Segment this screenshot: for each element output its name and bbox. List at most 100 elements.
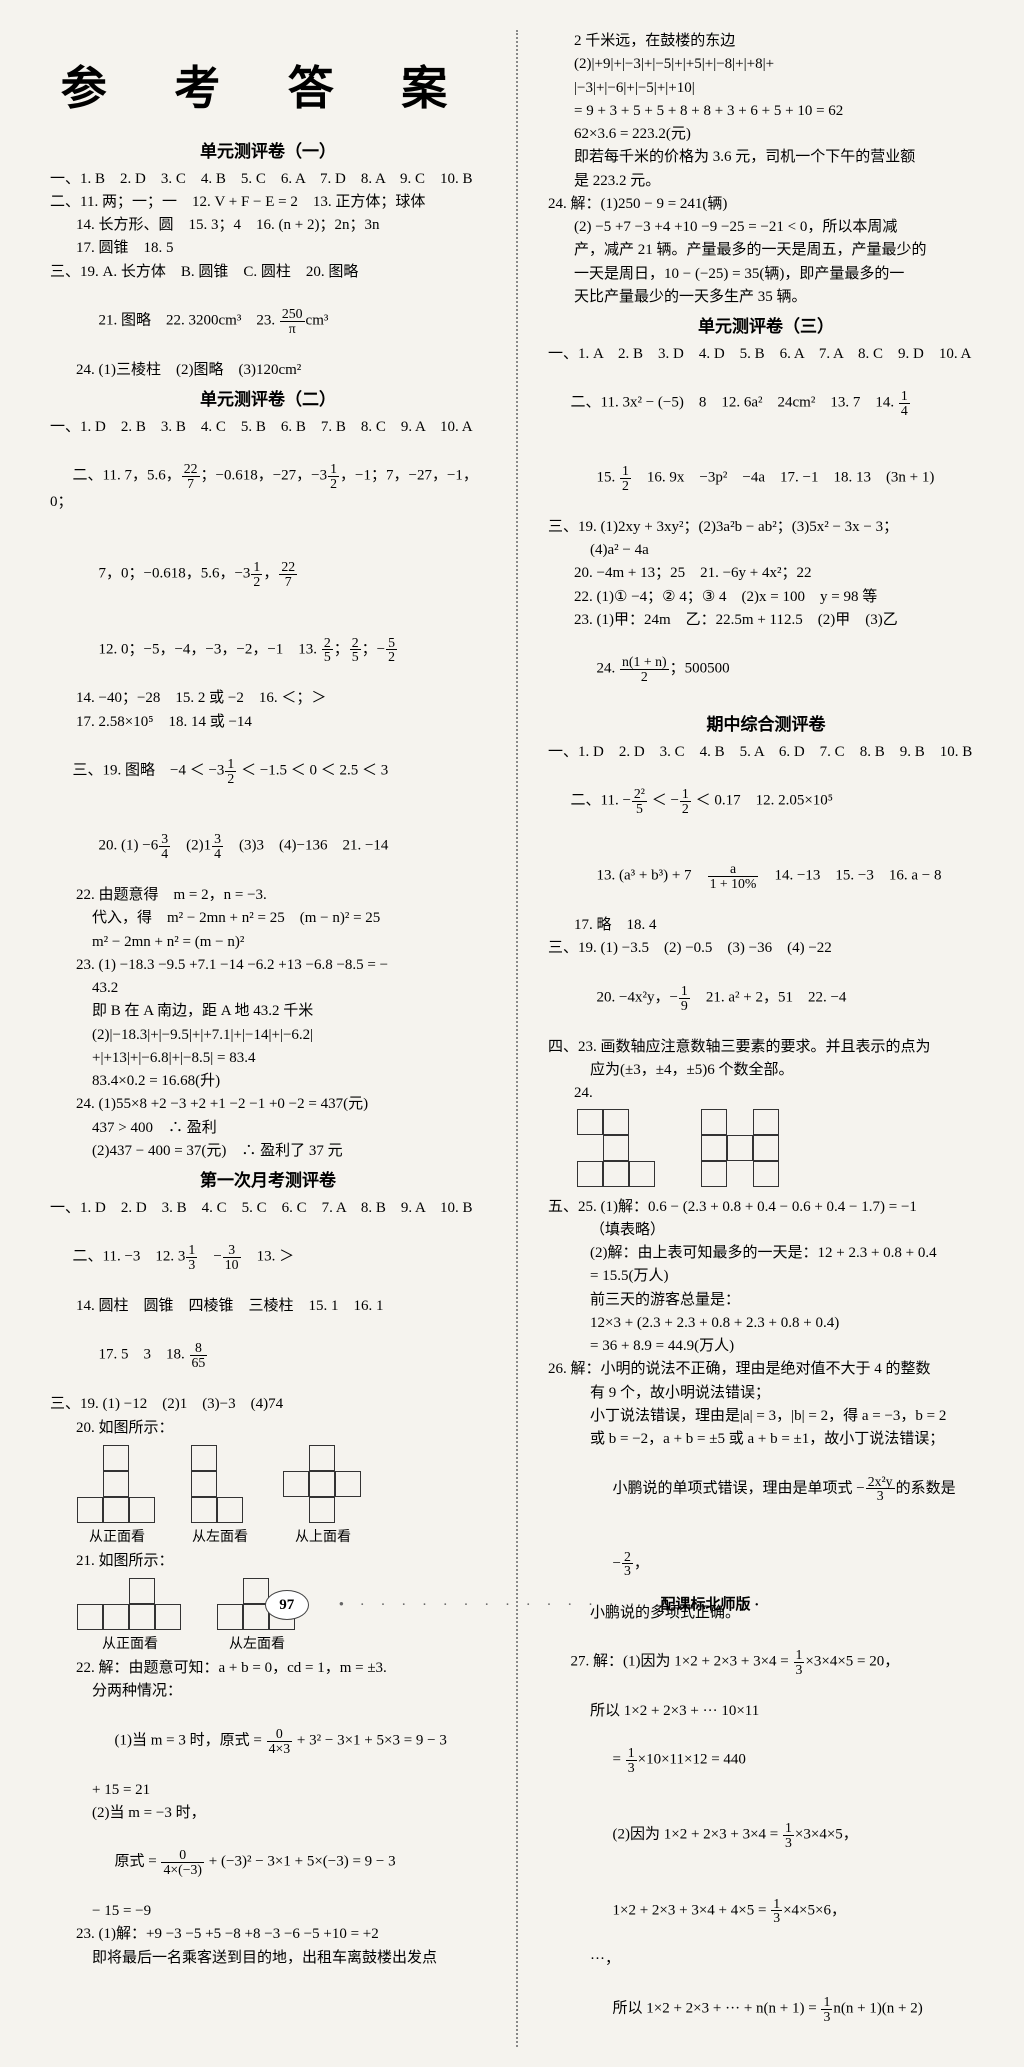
- s3-l14: − 15 = −9: [50, 1900, 486, 1923]
- five-l3: (2)解：由上表可知最多的一天是：12 + 2.3 + 0.8 + 0.4: [548, 1242, 984, 1265]
- s2-l10: 代入，得 m² − 2mn + n² = 25 (m − n)² = 25: [50, 907, 486, 930]
- s2-l8: 20. (1) −634 (2)134 (3)3 (4)−136 21. −14: [50, 809, 486, 884]
- q20-left: [192, 1446, 248, 1524]
- five-l20: ···，: [548, 1948, 984, 1971]
- r3-l2: 二、11. 3x² − (−5) 8 12. 6a² 24cm² 13. 7 1…: [548, 366, 984, 441]
- s2-l3: 7，0；−0.618，5.6，−312，227: [50, 537, 486, 612]
- five-l2: （填表略）: [548, 1219, 984, 1242]
- five-l9: 有 9 个，故小明说法错误；: [548, 1382, 984, 1405]
- s1-l5: 三、19. A. 长方体 B. 圆锥 C. 圆柱 20. 图略: [50, 261, 486, 284]
- five-l6: 12×3 + (2.3 + 2.3 + 0.8 + 2.3 + 0.8 + 0.…: [548, 1312, 984, 1335]
- s3-l7: 21. 如图所示：: [50, 1550, 486, 1573]
- r3-l7: 22. (1)① −4；② 4；③ 4 (2)x = 100 y = 98 等: [548, 586, 984, 609]
- mid-l9: 24.: [548, 1082, 984, 1105]
- s1-l6: 21. 图略 22. 3200cm³ 23. 250πcm³: [50, 284, 486, 359]
- mid-l3: 13. (a³ + b³) + 7 a1 + 10% 14. −13 15. −…: [548, 839, 984, 914]
- r3-l4: 三、19. (1)2xy + 3xy²；(2)3a²b − ab²；(3)5x²…: [548, 516, 984, 539]
- mid-l2: 二、11. −2²5 ＜ −12 ＜ 0.17 12. 2.05×10⁵: [548, 764, 984, 839]
- section-3-title: 第一次月考测评卷: [50, 1168, 486, 1194]
- s2-l6: 17. 2.58×10⁵ 18. 14 或 −14: [50, 711, 486, 734]
- r-top-l7: 是 223.2 元。: [548, 170, 984, 193]
- r-top-l1: 2 千米远，在鼓楼的东边: [548, 30, 984, 53]
- r-top-l4: = 9 + 3 + 5 + 5 + 8 + 8 + 3 + 6 + 5 + 10…: [548, 100, 984, 123]
- page-footer: 97 • · · · · · · · · · · · · · · 配课标北师版 …: [0, 1590, 1024, 1620]
- r-top-l3: |−3|+|−6|+|−5|+|+10|: [548, 77, 984, 100]
- s2-l17: 83.4×0.2 = 16.68(升): [50, 1070, 486, 1093]
- s2-l4: 12. 0；−5，−4，−3，−2，−1 13. 25；25；−52: [50, 612, 486, 687]
- q20-top: [284, 1446, 362, 1524]
- s3-l15: 23. (1)解：+9 −3 −5 +5 −8 +8 −3 −6 −5 +10 …: [50, 1923, 486, 1946]
- r3-l1: 一、1. A 2. B 3. D 4. D 5. B 6. A 7. A 8. …: [548, 343, 984, 366]
- s1-l2: 二、11. 两；一；一 12. V + F − E = 2 13. 正方体；球体: [50, 191, 486, 214]
- q20-figures: 从正面看 从左面看 从上面看: [78, 1446, 486, 1548]
- r-top-l11: 一天是周日，10 − (−25) = 35(辆)，即产量最多的一: [548, 263, 984, 286]
- s2-l12: 23. (1) −18.3 −9.5 +7.1 −14 −6.2 +13 −6.…: [50, 954, 486, 977]
- q24-b: [702, 1110, 780, 1188]
- s2-l7: 三、19. 图略 −4 ＜ −312 ＜ −1.5 ＜ 0 ＜ 2.5 ＜ 3: [50, 734, 486, 809]
- main-title: 参 考 答 案: [50, 54, 486, 123]
- five-l12: 小鹏说的单项式错误，理由是单项式 −2x²y3的系数是: [548, 1451, 984, 1526]
- mid-l6: 20. −4x²y，−19 21. a² + 2，51 22. −4: [548, 961, 984, 1036]
- r-top-l10: 产，减产 21 辆。产量最多的一天是周五，产量最少的: [548, 239, 984, 262]
- five-l5: 前三天的游客总量是：: [548, 1289, 984, 1312]
- r-top-l9: (2) −5 +7 −3 +4 +10 −9 −25 = −21 < 0，所以本…: [548, 216, 984, 239]
- r3-l3: 15. 12 16. 9x −3p² −4a 17. −1 18. 13 (3n…: [548, 441, 984, 516]
- five-l21: 所以 1×2 + 2×3 + ··· + n(n + 1) = 13n(n + …: [548, 1972, 984, 2047]
- s3-l16: 即将最后一名乘客送到目的地，出租车离鼓楼出发点: [50, 1947, 486, 1970]
- r3-l5: (4)a² − 4a: [548, 539, 984, 562]
- s3-l9: 分两种情况：: [50, 1680, 486, 1703]
- five-l10: 小丁说法错误，理由是|a| = 3，|b| = 2，得 a = −3，b = 2: [548, 1405, 984, 1428]
- s2-l18: 24. (1)55×8 +2 −3 +2 +1 −2 −1 +0 −2 = 43…: [50, 1093, 486, 1116]
- s1-l3: 14. 长方形、圆 15. 3；4 16. (n + 2)；2n；3n: [50, 214, 486, 237]
- s3-l11: + 15 = 21: [50, 1779, 486, 1802]
- mid-l7: 四、23. 画数轴应注意数轴三要素的要求。并且表示的点为: [548, 1036, 984, 1059]
- s3-l1: 一、1. D 2. D 3. B 4. C 5. C 6. C 7. A 8. …: [50, 1197, 486, 1220]
- mid-l5: 三、19. (1) −3.5 (2) −0.5 (3) −36 (4) −22: [548, 937, 984, 960]
- s1-l7: 24. (1)三棱柱 (2)图略 (3)120cm²: [50, 359, 486, 382]
- s1-l4: 17. 圆锥 18. 5: [50, 237, 486, 260]
- s1-l1: 一、1. B 2. D 3. C 4. B 5. C 6. A 7. D 8. …: [50, 168, 486, 191]
- s2-l1: 一、1. D 2. B 3. B 4. C 5. B 6. B 7. B 8. …: [50, 416, 486, 439]
- r-top-l2: (2)|+9|+|−3|+|−5|+|+5|+|−8|+|+8|+: [548, 53, 984, 76]
- r-top-l5: 62×3.6 = 223.2(元): [548, 123, 984, 146]
- s2-l15: (2)|−18.3|+|−9.5|+|+7.1|+|−14|+|−6.2|: [50, 1024, 486, 1047]
- q24-figures: [578, 1110, 984, 1188]
- five-l8: 26. 解：小明的说法不正确，理由是绝对值不大于 4 的整数: [548, 1358, 984, 1381]
- section-r3-title: 单元测评卷（三）: [548, 314, 984, 340]
- five-l18: (2)因为 1×2 + 2×3 + 3×4 = 13×3×4×5，: [548, 1798, 984, 1873]
- mid-l1: 一、1. D 2. D 3. C 4. B 5. A 6. D 7. C 8. …: [548, 741, 984, 764]
- edition-label: 配课标北师版 ·: [660, 1594, 759, 1617]
- s2-l16: +|+13|+|−6.8|+|−8.5| = 83.4: [50, 1047, 486, 1070]
- s3-l12: (2)当 m = −3 时，: [50, 1802, 486, 1825]
- column-divider: [516, 30, 518, 2047]
- mid-l4: 17. 略 18. 4: [548, 914, 984, 937]
- mid-l8: 应为(±3，±4，±5)6 个数全部。: [548, 1059, 984, 1082]
- s2-l9: 22. 由题意得 m = 2，n = −3.: [50, 884, 486, 907]
- s3-l2: 二、11. −3 12. 313 −310 13. ＞: [50, 1220, 486, 1295]
- five-l16: 所以 1×2 + 2×3 + ··· 10×11: [548, 1700, 984, 1723]
- s2-l2: 二、11. 7，5.6，227；−0.618，−27，−312，−1；7，−27…: [50, 439, 486, 537]
- page-number: 97: [265, 1590, 309, 1620]
- r3-l8: 23. (1)甲：24m 乙：22.5m + 112.5 (2)甲 (3)乙: [548, 609, 984, 632]
- s2-l14: 即 B 在 A 南边，距 A 地 43.2 千米: [50, 1000, 486, 1023]
- s2-l13: 43.2: [50, 977, 486, 1000]
- s3-l4: 17. 5 3 18. 865: [50, 1318, 486, 1393]
- s3-l5: 三、19. (1) −12 (2)1 (3)−3 (4)74: [50, 1393, 486, 1416]
- s3-l6: 20. 如图所示：: [50, 1417, 486, 1440]
- five-l15: 27. 解：(1)因为 1×2 + 2×3 + 3×4 = 13×3×4×5 =…: [548, 1625, 984, 1700]
- five-l17: = 13×10×11×12 = 440: [548, 1723, 984, 1798]
- r-top-l8: 24. 解：(1)250 − 9 = 241(辆): [548, 193, 984, 216]
- r3-l9: 24. n(1 + n)2；500500: [548, 632, 984, 707]
- s2-l19: 437 > 400 ∴ 盈利: [50, 1117, 486, 1140]
- s2-l5: 14. −40；−28 15. 2 或 −2 16. ＜；＞: [50, 687, 486, 710]
- s3-l3: 14. 圆柱 圆锥 四棱锥 三棱柱 15. 1 16. 1: [50, 1295, 486, 1318]
- five-l4: = 15.5(万人): [548, 1265, 984, 1288]
- s2-l11: m² − 2mn + n² = (m − n)²: [50, 931, 486, 954]
- section-mid-title: 期中综合测评卷: [548, 712, 984, 738]
- s3-l8: 22. 解：由题意可知：a + b = 0，cd = 1，m = ±3.: [50, 1657, 486, 1680]
- s3-l10: (1)当 m = 3 时，原式 = 04×3 + 3² − 3×1 + 5×3 …: [50, 1704, 486, 1779]
- q20-front: [78, 1446, 156, 1524]
- s3-l13: 原式 = 04×(−3) + (−3)² − 3×1 + 5×(−3) = 9 …: [50, 1825, 486, 1900]
- section-2-title: 单元测评卷（二）: [50, 387, 486, 413]
- footer-dots: • · · · · · · · · · · · · · ·: [339, 1594, 641, 1617]
